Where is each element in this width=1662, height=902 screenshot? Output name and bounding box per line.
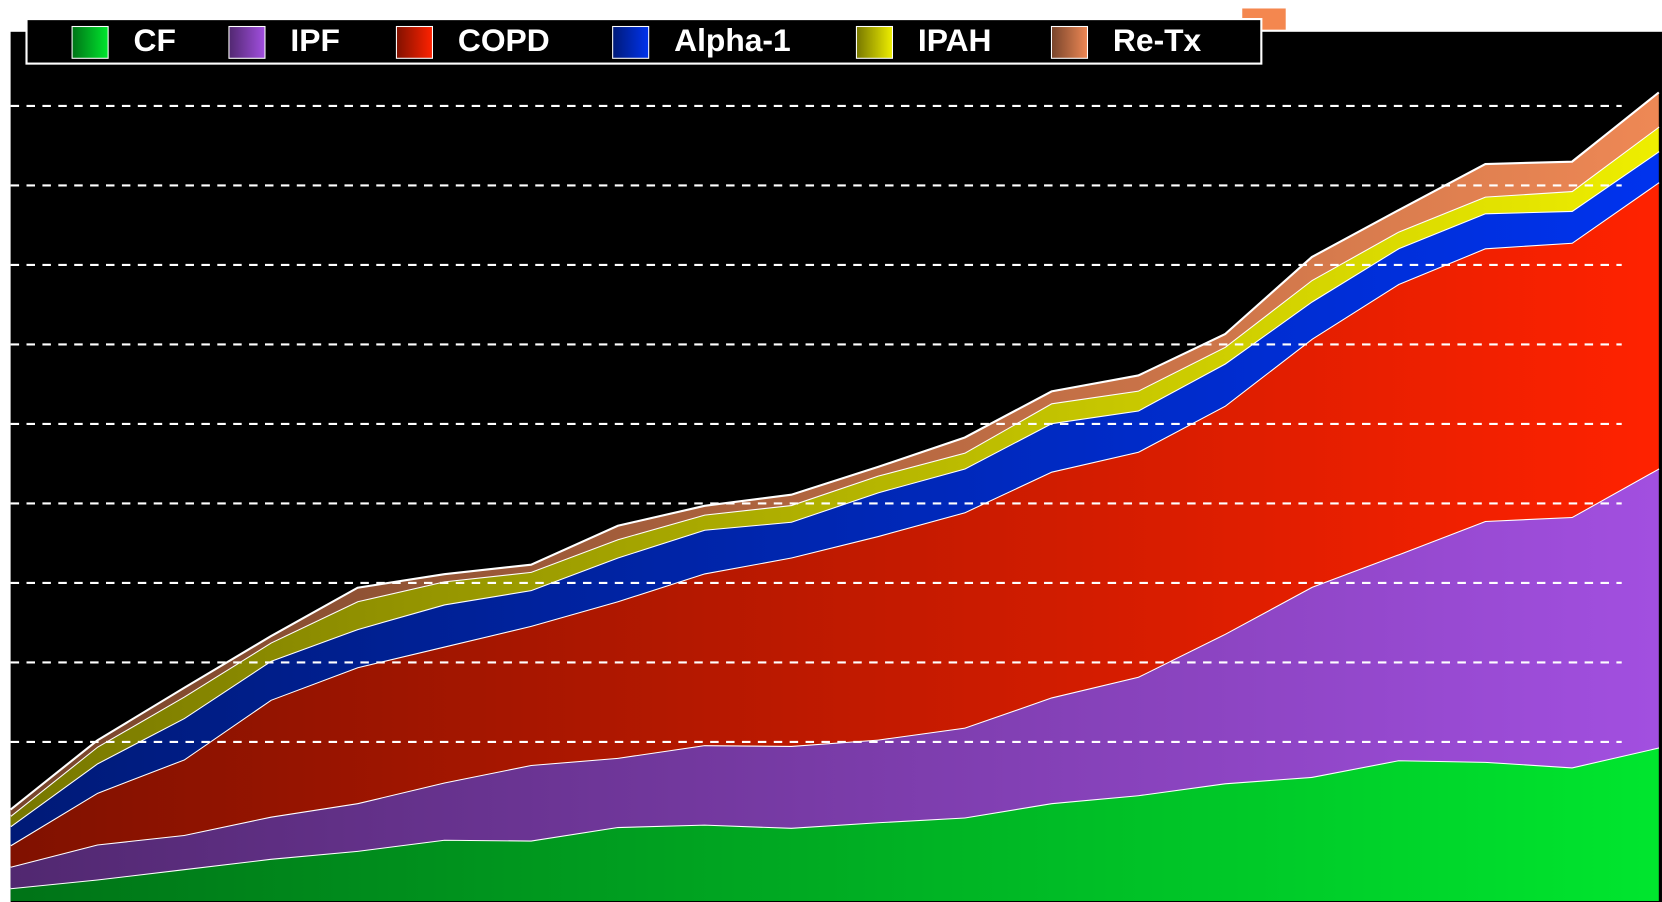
area-edge (9, 91, 1660, 811)
legend-label: CF (134, 22, 176, 58)
legend-swatch (228, 25, 266, 59)
legend-swatch (395, 25, 433, 59)
legend-swatch (855, 25, 894, 59)
legend: CF IPF COPD Alpha-1 IPAH Re-Tx (25, 18, 1263, 65)
legend-swatch (1050, 25, 1089, 59)
area (10, 151, 1659, 846)
legend-label: IPAH (918, 22, 992, 58)
legend-label: Alpha-1 (674, 22, 791, 58)
area (10, 747, 1659, 901)
legend-swatch (71, 25, 109, 59)
legend-label: IPF (290, 22, 339, 58)
area (10, 182, 1659, 867)
legend-swatch (612, 25, 650, 59)
plot-area (9, 91, 1660, 901)
area (10, 468, 1659, 889)
legend-label: Re-Tx (1113, 22, 1202, 58)
legend-label: COPD (458, 22, 550, 58)
